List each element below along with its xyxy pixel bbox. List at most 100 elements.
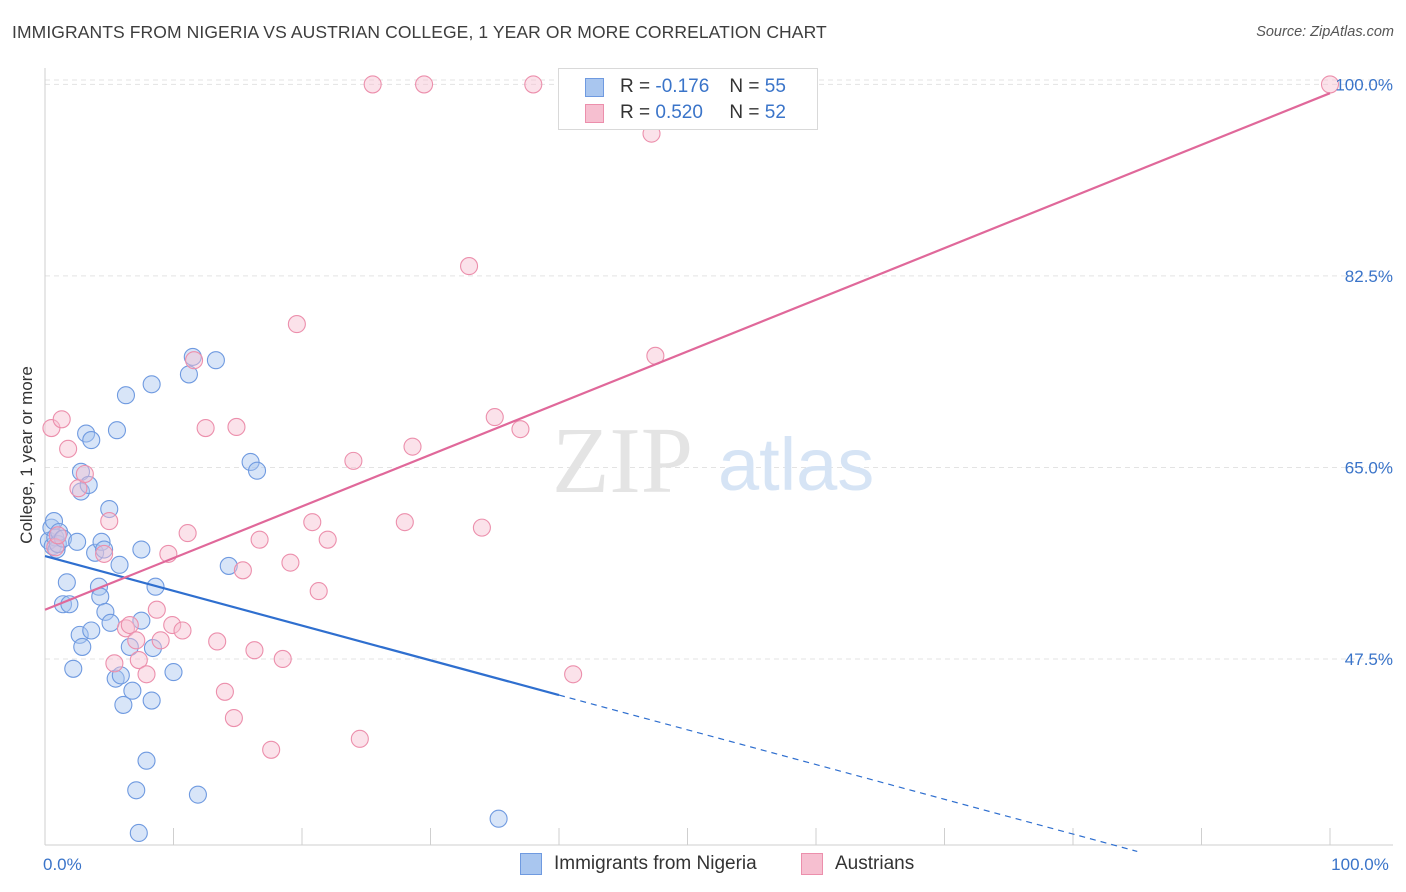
- legend-row-nigeria: R = -0.176 N = 55: [585, 75, 786, 99]
- nigeria-point: [127, 781, 146, 800]
- austrians-point: [281, 553, 300, 572]
- nigeria-point: [110, 555, 129, 574]
- austrians-point: [129, 651, 148, 670]
- austrians-point: [100, 512, 119, 531]
- nigeria-point: [142, 691, 161, 710]
- austrians-point: [59, 439, 78, 458]
- nigeria-point: [73, 637, 92, 656]
- austrians-point: [120, 615, 139, 635]
- nigeria-point: [164, 663, 183, 682]
- austrians-point: [178, 524, 197, 543]
- austrians-point: [564, 665, 583, 684]
- austrians-point: [227, 417, 246, 437]
- austrians-point: [52, 410, 71, 429]
- nigeria-point: [114, 695, 133, 714]
- legend-n-label: N =: [729, 102, 760, 123]
- nigeria-point: [101, 613, 120, 632]
- chart-title: IMMIGRANTS FROM NIGERIA VS AUSTRIAN COLL…: [12, 22, 827, 42]
- nigeria-point: [82, 431, 101, 450]
- austrians-point: [245, 641, 264, 660]
- austrians-point: [459, 257, 479, 276]
- nigeria-point: [132, 540, 151, 559]
- austrians-point: [511, 420, 530, 439]
- austrians-point: [485, 408, 504, 427]
- bottom-legend-austrians: Austrians: [801, 851, 914, 877]
- austrians-point: [395, 513, 414, 532]
- austrians-point: [287, 315, 306, 334]
- austrians-point: [127, 631, 146, 650]
- austrians-point: [273, 649, 292, 669]
- austrians-point: [472, 518, 491, 537]
- austrians-point: [105, 654, 124, 673]
- austrians-point: [250, 530, 269, 549]
- nigeria-point: [247, 461, 267, 480]
- austrians-point: [363, 75, 382, 94]
- nigeria-point: [64, 659, 83, 678]
- austrians-point: [196, 418, 215, 438]
- legend-r-label: R =: [620, 102, 651, 123]
- trend-layer: [44, 92, 1331, 853]
- points-layer: [39, 75, 1340, 843]
- y-tick-label: 82.5%: [1345, 267, 1393, 286]
- nigeria-point: [137, 751, 156, 770]
- austrians-point: [147, 600, 166, 619]
- nigeria-point: [82, 621, 101, 640]
- nigeria-point: [188, 785, 207, 804]
- nigeria-point: [120, 637, 139, 656]
- austrians-point: [350, 729, 369, 748]
- legend-r-austrians: 0.520: [655, 102, 703, 123]
- nigeria-trend-extension: [558, 694, 1138, 853]
- nigeria-point: [95, 540, 114, 559]
- nigeria-point: [143, 638, 162, 658]
- austrians-point: [224, 709, 243, 728]
- austrians-point: [215, 682, 234, 701]
- austrians-point: [208, 632, 227, 651]
- austrians-point: [233, 561, 252, 580]
- legend-n-austrians: 52: [764, 102, 786, 123]
- bottom-legend-nigeria: Immigrants from Nigeria: [520, 851, 757, 877]
- x-tick-label: 0.0%: [43, 855, 82, 874]
- y-tick-label: 65.0%: [1345, 458, 1393, 477]
- austrians-point: [415, 75, 434, 94]
- nigeria-trend-line: [44, 555, 560, 697]
- legend-swatch-nigeria: [585, 77, 604, 97]
- nigeria-point: [489, 809, 508, 828]
- y-tick-label: 47.5%: [1345, 650, 1393, 669]
- nigeria-point: [107, 421, 127, 440]
- correlation-legend: R = -0.176 N = 55 R = 0.520 N = 52: [558, 68, 818, 130]
- austrians-point: [524, 75, 543, 94]
- austrians-point: [309, 582, 328, 601]
- watermark-atlas: atlas: [718, 423, 874, 506]
- bottom-legend-swatch-nigeria: [520, 853, 542, 875]
- bottom-legend-label-nigeria: Immigrants from Nigeria: [554, 853, 757, 874]
- tick-label-layer: 47.5% 65.0% 82.5% 100.0% 0.0% 100.0%: [43, 75, 1393, 874]
- nigeria-point: [142, 375, 161, 394]
- nigeria-point: [71, 482, 91, 501]
- nigeria-point: [57, 573, 76, 592]
- austrians-point: [344, 451, 363, 470]
- austrians-point: [1320, 75, 1340, 94]
- nigeria-point: [89, 577, 109, 596]
- x-tick-label: 100.0%: [1331, 855, 1389, 874]
- bottom-legend-label-austrians: Austrians: [835, 853, 915, 874]
- legend-r-label: R =: [620, 76, 651, 97]
- legend-r-nigeria: -0.176: [655, 76, 710, 97]
- nigeria-point: [179, 365, 198, 384]
- legend-n-label: N =: [729, 76, 760, 97]
- legend-swatch-austrians: [585, 103, 604, 123]
- austrians-point: [303, 513, 322, 532]
- austrians-point: [403, 437, 422, 456]
- austrians-point: [75, 464, 94, 484]
- nigeria-point: [79, 475, 98, 495]
- austrians-point: [185, 351, 204, 370]
- nigeria-point: [129, 823, 148, 843]
- austrians-point: [318, 530, 337, 549]
- austrians-point: [163, 615, 182, 635]
- austrians-trend-line: [44, 92, 1331, 611]
- legend-n-nigeria: 55: [764, 76, 786, 97]
- austrians-point: [95, 544, 114, 563]
- nigeria-point: [116, 386, 136, 405]
- legend-row-austrians: R = 0.520 N = 52: [585, 101, 786, 125]
- nigeria-point: [219, 556, 238, 575]
